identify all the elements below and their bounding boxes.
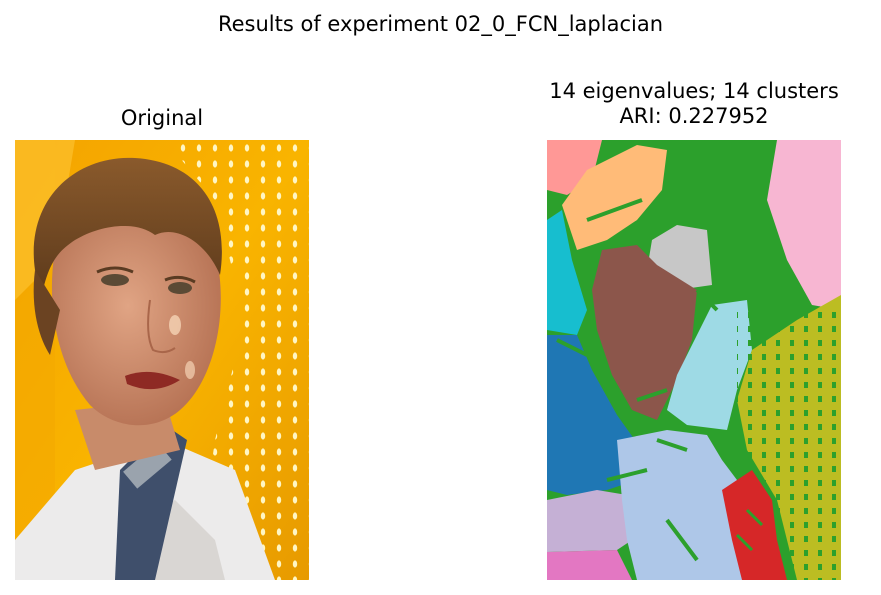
cluster-region-lavender [547, 490, 632, 552]
clusters-title: 14 eigenvalues; 14 clusters ARI: 0.22795… [480, 79, 881, 129]
clusters-title-line1: 14 eigenvalues; 14 clusters [549, 79, 839, 103]
figure-suptitle: Results of experiment 02_0_FCN_laplacian [217, 12, 664, 36]
cluster-region-magenta [547, 550, 632, 580]
cluster-region-brown [592, 245, 697, 420]
cluster-region-red [722, 470, 787, 580]
cluster-region-pink [767, 140, 841, 310]
cluster-segmentation [547, 140, 841, 580]
original-image [15, 140, 309, 580]
original-title: Original [120, 106, 204, 130]
cluster-region-lightblue [617, 430, 747, 580]
cluster-region-orange [562, 145, 667, 250]
cluster-region-cyan [547, 210, 587, 335]
cluster-region-lightcyan [667, 300, 752, 430]
clusters-title-line2: ARI: 0.227952 [619, 104, 769, 128]
